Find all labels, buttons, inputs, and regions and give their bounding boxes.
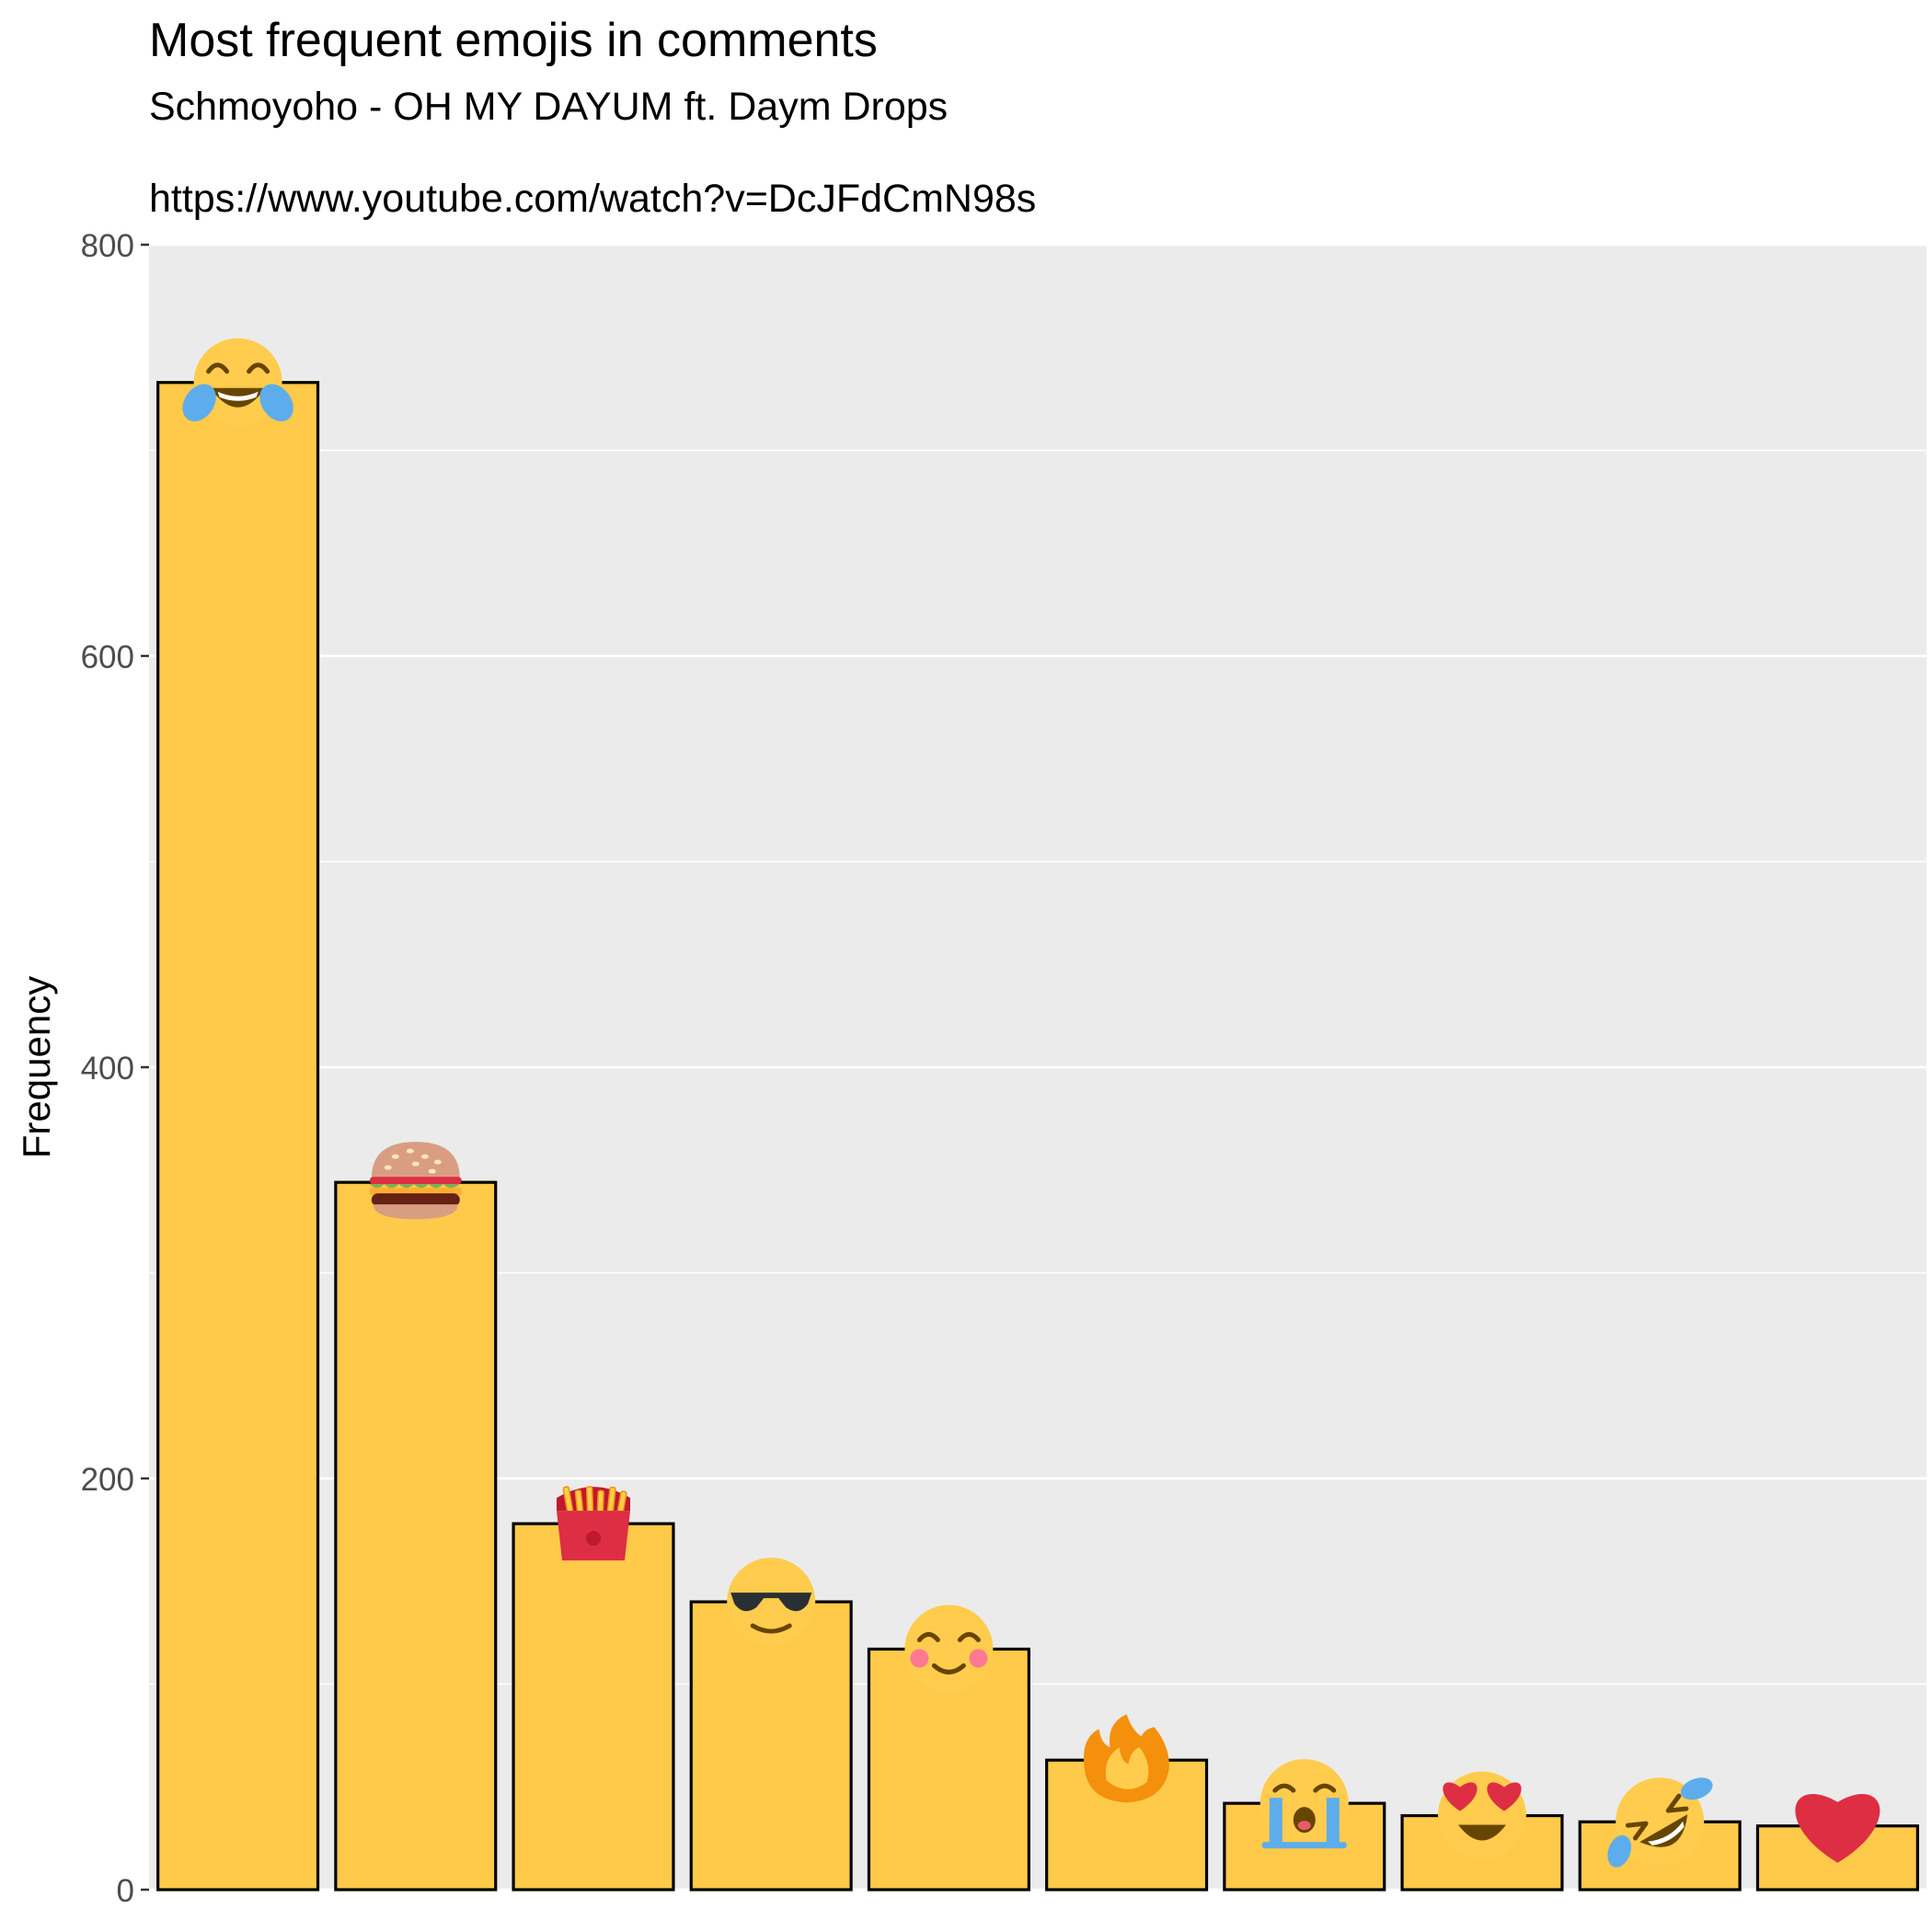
face-with-tears-of-joy-icon	[182, 338, 293, 427]
chart-caption-url: https://www.youtube.com/watch?v=DcJFdCmN…	[149, 177, 1037, 221]
y-tick-label: 800	[81, 228, 134, 264]
fire-icon	[1083, 1714, 1169, 1803]
chart-title: Most frequent emojis in comments	[149, 14, 878, 67]
bar-hamburger	[334, 1180, 498, 1892]
smiling-face-with-smiling-eyes-icon	[904, 1604, 994, 1694]
y-tick-label: 400	[81, 1051, 134, 1087]
y-tick-label: 200	[81, 1462, 134, 1498]
y-tick-label: 0	[117, 1873, 134, 1909]
bar-face-with-tears-of-joy	[156, 381, 320, 1892]
bar-fire	[1045, 1758, 1209, 1892]
red-heart-icon	[1795, 1794, 1880, 1863]
hamburger-icon	[369, 1142, 462, 1220]
y-tick-label: 600	[81, 639, 134, 675]
bar-french-fries	[512, 1522, 675, 1892]
rolling-on-the-floor-laughing-icon	[1607, 1777, 1713, 1868]
french-fries-icon	[557, 1486, 630, 1561]
chart-subtitle: Schmoyoho - OH MY DAYUM ft. Daym Drops	[149, 85, 949, 129]
smiling-face-with-sunglasses-icon	[727, 1558, 816, 1647]
bar-smiling-face-with-sunglasses	[689, 1600, 853, 1892]
y-axis-label: Frequency	[15, 976, 58, 1158]
loudly-crying-face-icon	[1259, 1759, 1349, 1849]
smiling-face-with-heart-eyes-icon	[1438, 1771, 1526, 1860]
